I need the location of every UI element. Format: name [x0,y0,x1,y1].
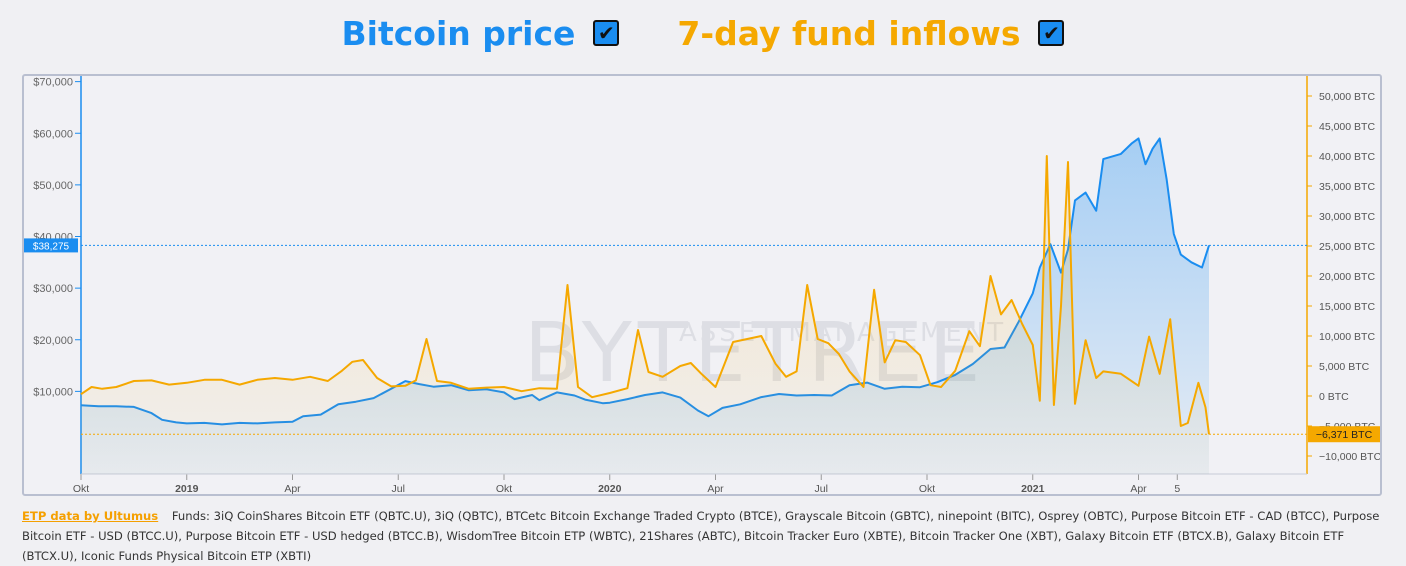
x-tick-label: 2020 [598,483,622,494]
right-tick-label: 35,000 BTC [1319,181,1375,193]
left-tick-label: $30,000 [33,283,73,295]
right-tick-label: −10,000 BTC [1319,451,1380,463]
checkbox-checked-icon[interactable]: ✔ [1038,20,1065,46]
x-tick-label: Jul [392,483,405,494]
right-tick-label: 30,000 BTC [1319,211,1375,223]
inflow-line [80,155,1210,435]
left-tick-label: $20,000 [33,335,73,347]
left-tick-label: $60,000 [33,128,73,140]
x-tick-label: 5 [1174,483,1180,494]
x-tick-label: Apr [1130,483,1147,494]
left-tick-label: $10,000 [33,386,73,398]
right-tick-label: 15,000 BTC [1319,301,1375,313]
left-tick-label: $50,000 [33,180,73,192]
chart-svg: BYTETREEASSET MANAGEMENT$10,000$20,000$3… [24,76,1380,494]
x-tick-label: Jul [815,483,828,494]
chart-frame: BYTETREEASSET MANAGEMENT$10,000$20,000$3… [22,74,1382,496]
x-tick-label: 2021 [1021,483,1045,494]
watermark-subtitle: ASSET MANAGEMENT [679,318,1006,348]
legend-label-price: Bitcoin price [341,13,576,53]
x-tick-label: 2019 [175,483,199,494]
inflow-current-label: −6,371 BTC [1316,429,1373,441]
right-tick-label: 50,000 BTC [1319,91,1375,103]
chart-legend: Bitcoin price ✔ 7-day fund inflows ✔ [0,8,1406,58]
x-tick-label: Okt [73,483,89,494]
legend-label-flows: 7-day fund inflows [677,13,1021,53]
source-link[interactable]: ETP data by Ultumus [22,509,159,523]
inflow-area [81,156,1209,474]
right-tick-label: 25,000 BTC [1319,241,1375,253]
x-tick-label: Apr [707,483,724,494]
legend-item-price[interactable]: Bitcoin price ✔ [342,14,620,53]
funds-list: Funds: 3iQ CoinShares Bitcoin ETF (QBTC.… [22,509,1380,563]
x-tick-label: Okt [919,483,935,494]
inflow-current-badge [1308,426,1380,443]
legend-item-flows[interactable]: 7-day fund inflows ✔ [677,13,1065,53]
checkbox-checked-icon[interactable]: ✔ [593,20,620,46]
right-tick-label: 45,000 BTC [1319,121,1375,133]
x-tick-label: Okt [496,483,512,494]
x-tick-label: Apr [284,483,301,494]
right-tick-label: 5,000 BTC [1319,361,1370,373]
footer: ETP data by Ultumus Funds: 3iQ CoinShare… [22,506,1382,566]
right-tick-label: 40,000 BTC [1319,151,1375,163]
price-current-label: $38,275 [33,241,70,252]
left-tick-label: $70,000 [33,77,73,89]
price-current-badge [24,238,78,253]
right-tick-label: 0 BTC [1319,391,1349,403]
right-tick-label: 10,000 BTC [1319,331,1375,343]
right-tick-label: 20,000 BTC [1319,271,1375,283]
